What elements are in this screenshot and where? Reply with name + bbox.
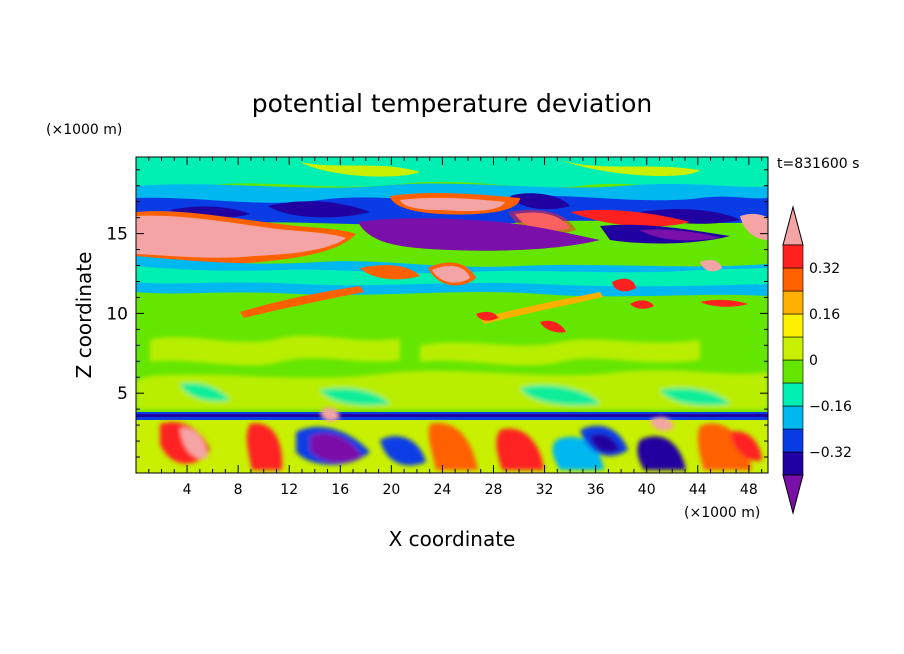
x-tick-label: 44 <box>689 482 707 498</box>
x-tick-label: 8 <box>234 482 243 498</box>
x-unit-label: (×1000 m) <box>684 505 760 521</box>
plot-frame <box>135 156 769 474</box>
x-tick-label: 16 <box>331 482 349 498</box>
y-tick-label: 15 <box>106 225 128 245</box>
colorbar-band <box>782 290 804 315</box>
colorbar-bottom-arrow <box>782 474 804 515</box>
x-tick-label: 24 <box>434 482 452 498</box>
colorbar-band <box>782 405 804 430</box>
y-tick-label: 5 <box>117 384 128 404</box>
x-tick-label: 20 <box>382 482 400 498</box>
y-axis: 5 10 15 <box>106 169 768 458</box>
x-tick-label: 48 <box>740 482 758 498</box>
x-axis-label: X coordinate <box>389 527 516 551</box>
colorbar-band <box>782 451 804 476</box>
colorbar-tick-label: 0 <box>809 353 818 369</box>
x-tick-label: 4 <box>183 482 192 498</box>
colorbar-band <box>782 336 804 361</box>
colorbar-tick-label: 0.16 <box>809 307 840 323</box>
colorbar-band <box>782 359 804 384</box>
x-axis: 4 8 12 16 20 24 28 32 36 40 44 48 <box>148 157 763 498</box>
x-tick-label: 28 <box>485 482 503 498</box>
colorbar-band <box>782 428 804 453</box>
x-tick-label: 36 <box>587 482 605 498</box>
y-axis-label: Z coordinate <box>72 252 96 379</box>
colorbar-band <box>782 313 804 338</box>
colorbar-tick-label: −0.32 <box>809 445 852 461</box>
colorbar-tick-label: 0.32 <box>809 261 840 277</box>
x-tick-label: 40 <box>638 482 656 498</box>
colorbar: 0.32 0.16 0 −0.16 −0.32 <box>782 205 852 515</box>
time-label: t=831600 s <box>777 156 859 172</box>
x-tick-label: 32 <box>536 482 554 498</box>
y-tick-label: 10 <box>106 304 128 324</box>
colorbar-top-arrow <box>782 205 804 246</box>
colorbar-band <box>782 267 804 292</box>
colorbar-tick-label: −0.16 <box>809 399 852 415</box>
contour-field <box>136 157 768 473</box>
y-unit-label: (×1000 m) <box>46 122 122 138</box>
chart-title: potential temperature deviation <box>252 89 652 118</box>
colorbar-band <box>782 244 804 269</box>
colorbar-band <box>782 382 804 407</box>
x-tick-label: 12 <box>280 482 298 498</box>
